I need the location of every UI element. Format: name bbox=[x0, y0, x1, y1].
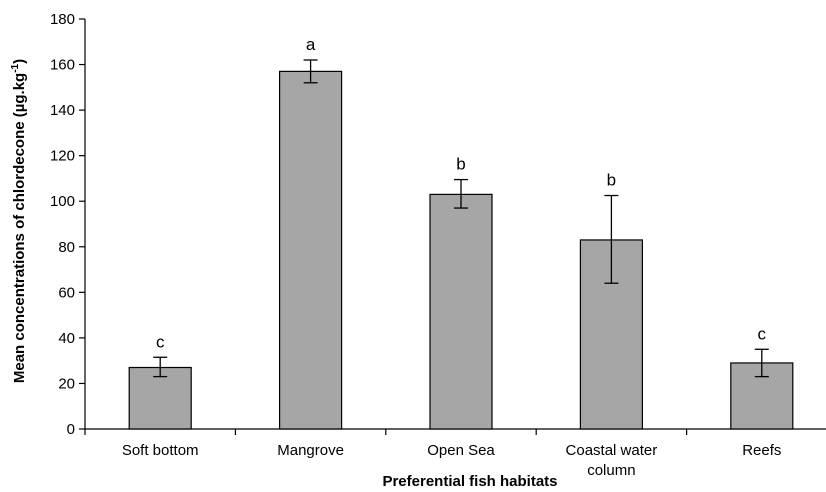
significance-label: a bbox=[306, 35, 316, 54]
y-tick-label: 140 bbox=[50, 102, 75, 119]
significance-label: c bbox=[156, 332, 165, 351]
y-tick-label: 40 bbox=[58, 330, 75, 347]
x-axis-title: Preferential fish habitats bbox=[382, 473, 557, 490]
bar bbox=[429, 193, 493, 430]
category-label: Mangrove bbox=[277, 442, 344, 459]
y-tick-label: 180 bbox=[50, 11, 75, 28]
significance-label: b bbox=[607, 171, 616, 190]
x-axis bbox=[84, 428, 826, 435]
y-tick-label: 60 bbox=[58, 284, 75, 301]
y-tick-label: 100 bbox=[50, 193, 75, 210]
y-axis: 0 20 40 60 80 100 120 140 160 180 bbox=[50, 11, 86, 438]
significance-label: b bbox=[456, 155, 465, 174]
category-labels: Soft bottom Mangrove Open Sea Coastal water… bbox=[122, 442, 782, 479]
y-tick-label: 120 bbox=[50, 148, 75, 165]
y-tick-label: 160 bbox=[50, 57, 75, 74]
bar bbox=[128, 366, 192, 430]
category-label: column bbox=[587, 462, 635, 479]
category-label: Open Sea bbox=[427, 442, 495, 459]
y-tick-label: 20 bbox=[58, 375, 75, 392]
bars: c a b b c bbox=[128, 35, 794, 430]
y-axis-title: Mean concentrations of chlordecone (µg.k… bbox=[10, 59, 28, 383]
y-tick-label: 0 bbox=[67, 421, 75, 438]
bar bbox=[279, 70, 343, 430]
category-label: Coastal water bbox=[566, 442, 658, 459]
category-label: Reefs bbox=[742, 442, 781, 459]
significance-label: c bbox=[758, 324, 767, 343]
category-label: Soft bottom bbox=[122, 442, 199, 459]
y-tick-label: 80 bbox=[58, 239, 75, 256]
